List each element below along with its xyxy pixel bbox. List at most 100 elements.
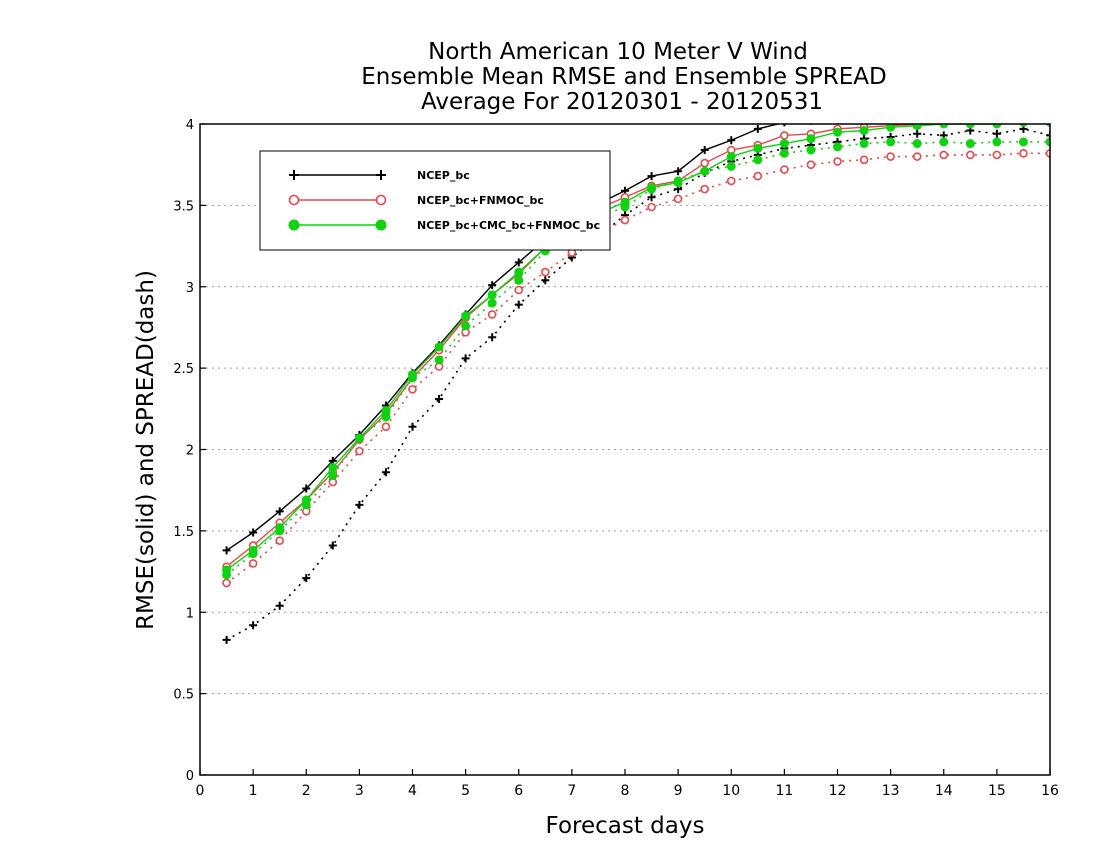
spread-point bbox=[753, 155, 763, 165]
legend: NCEP_bc NCEP_bc+FNMOC_bc NCEP_bc+CMC_bc+FN… bbox=[259, 150, 611, 251]
legend-label: NCEP_bc bbox=[417, 169, 470, 182]
rmse-point bbox=[700, 158, 709, 168]
x-tick-label: 13 bbox=[882, 783, 900, 799]
spread-point bbox=[833, 142, 842, 152]
y-tick-label: 1 bbox=[186, 606, 194, 621]
rmse-point bbox=[434, 342, 444, 352]
rmse-point bbox=[514, 267, 524, 277]
y-tick-label: 4 bbox=[186, 118, 194, 133]
rmse-point bbox=[1020, 124, 1027, 126]
x-tick-label: 0 bbox=[196, 783, 205, 799]
rmse-point bbox=[780, 131, 789, 140]
x-axis: 0 1 2 3 4 5 6 7 8 9 10 11 12 13 14 15 16 bbox=[196, 769, 1059, 799]
spread-point bbox=[912, 139, 922, 149]
spread-point bbox=[939, 137, 949, 147]
rmse-point bbox=[779, 139, 789, 149]
spread-point bbox=[514, 300, 523, 309]
spread-point bbox=[488, 333, 497, 342]
spread-point bbox=[992, 137, 1002, 147]
y-tick-label: 0 bbox=[186, 769, 194, 784]
x-axis-label: Forecast days bbox=[546, 813, 705, 839]
rmse-point bbox=[647, 182, 657, 192]
legend-marker bbox=[289, 170, 299, 180]
rmse-point bbox=[700, 146, 709, 155]
rmse-point bbox=[1019, 124, 1028, 127]
x-tick-label: 14 bbox=[935, 783, 953, 799]
rmse-point bbox=[487, 290, 497, 300]
spread-point bbox=[222, 578, 231, 588]
y-tick-label: 3 bbox=[186, 281, 194, 296]
spread-point bbox=[859, 155, 869, 165]
rmse-point bbox=[939, 124, 949, 129]
x-tick-label: 5 bbox=[461, 783, 470, 799]
spread-point bbox=[859, 139, 869, 149]
spread-point bbox=[806, 145, 816, 155]
rmse-point bbox=[726, 152, 736, 162]
rmse-point bbox=[700, 166, 710, 176]
spread-point bbox=[726, 176, 736, 186]
title-line-3: Average For 20120301 - 20120531 bbox=[421, 89, 823, 115]
spread-point bbox=[673, 194, 683, 204]
rmse-point bbox=[753, 143, 763, 153]
x-tick-label: 4 bbox=[408, 783, 417, 799]
legend-label: NCEP_bc+CMC_bc+FNMOC_bc bbox=[417, 219, 600, 232]
rmse-point bbox=[275, 507, 284, 516]
spread-point bbox=[779, 148, 789, 158]
legend-label: NCEP_bc+FNMOC_bc bbox=[417, 194, 544, 207]
legend-item-ncep-bc-cmc-bc-fnmoc-bc: NCEP_bc+CMC_bc+FNMOC_bc bbox=[288, 219, 600, 232]
rmse-point bbox=[328, 462, 338, 472]
spread-point bbox=[939, 150, 949, 160]
rmse-point bbox=[248, 545, 258, 555]
legend-marker bbox=[288, 219, 300, 231]
spread-point bbox=[1019, 148, 1028, 158]
spread-point bbox=[1045, 148, 1050, 158]
title-line-2: Ensemble Mean RMSE and Ensemble SPREAD bbox=[361, 64, 886, 90]
spread-point bbox=[328, 471, 338, 481]
rmse-point bbox=[992, 124, 1002, 129]
rmse-point bbox=[940, 112, 948, 120]
y-tick-label: 0.5 bbox=[173, 688, 194, 703]
legend-marker bbox=[288, 194, 300, 206]
spread-point bbox=[806, 160, 816, 169]
spread-point bbox=[408, 384, 417, 394]
rmse-point bbox=[860, 113, 868, 121]
rmse-point bbox=[1019, 110, 1027, 118]
rmse-point bbox=[514, 258, 523, 267]
spread-point bbox=[833, 157, 842, 166]
rmse-point bbox=[222, 565, 232, 575]
y-tick-label: 2 bbox=[186, 444, 194, 459]
legend-marker bbox=[376, 170, 386, 180]
spread-point bbox=[1018, 137, 1028, 147]
x-tick-label: 16 bbox=[1041, 783, 1059, 799]
spread-point bbox=[461, 321, 471, 331]
spread-point bbox=[965, 139, 975, 149]
chart-title: North American 10 Meter V Wind Ensemble … bbox=[361, 39, 886, 115]
rmse-point bbox=[673, 178, 683, 188]
spread-point bbox=[992, 129, 1001, 138]
y-tick-label: 1.5 bbox=[173, 525, 194, 540]
spread-point bbox=[487, 298, 497, 308]
spread-point bbox=[355, 446, 364, 456]
rmse-point bbox=[354, 433, 364, 443]
rmse-point bbox=[834, 115, 842, 123]
rmse-point bbox=[488, 281, 497, 290]
y-axis: 0 0.5 1 1.5 2 2.5 3 3.5 4 bbox=[173, 118, 206, 784]
rmse-point bbox=[966, 110, 974, 118]
rmse-point bbox=[275, 523, 285, 533]
rmse-point bbox=[249, 528, 258, 537]
spread-point bbox=[381, 468, 390, 477]
spread-point bbox=[408, 422, 417, 431]
spread-point bbox=[620, 215, 630, 225]
spread-point bbox=[275, 601, 284, 610]
title-line-1: North American 10 Meter V Wind bbox=[428, 39, 808, 65]
rmse-point bbox=[461, 311, 471, 321]
rmse-point bbox=[302, 484, 311, 493]
x-tick-label: 7 bbox=[567, 783, 576, 799]
spread-point bbox=[700, 184, 709, 194]
rmse-point bbox=[753, 124, 762, 133]
rmse-point bbox=[783, 124, 786, 127]
spread-point bbox=[886, 152, 895, 161]
spread-point bbox=[487, 310, 497, 319]
rmse-point bbox=[859, 126, 869, 136]
spread-point bbox=[1046, 131, 1050, 140]
